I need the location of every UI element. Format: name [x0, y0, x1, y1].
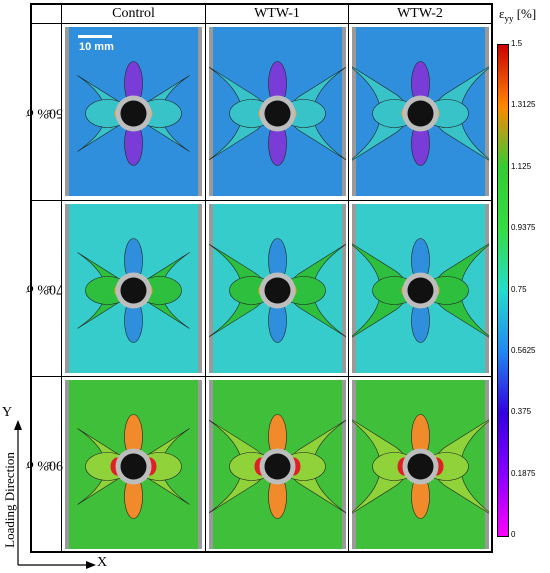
column-header-wtw-2: WTW-2 — [397, 6, 443, 21]
strain-panel — [65, 27, 202, 196]
scale-bar — [78, 35, 112, 38]
grid-line — [30, 3, 492, 5]
colorbar-tick-label: 1.3125 — [511, 100, 536, 110]
column-header-wtw-1: WTW-1 — [254, 6, 300, 21]
colorbar-tick-label: 0.1875 — [511, 468, 536, 478]
strain-panel — [209, 27, 346, 196]
strain-panel — [209, 204, 346, 373]
colorbar — [497, 44, 509, 537]
colorbar-tick-label: 0.9375 — [511, 223, 536, 233]
scale-bar-label: 10 mm — [79, 41, 114, 53]
strain-panel — [352, 204, 489, 373]
colorbar-tick-label: 0.375 — [511, 407, 532, 417]
colorbar-tick-label: 0.75 — [511, 284, 527, 294]
grid-line — [348, 3, 349, 553]
grid-line — [30, 376, 492, 377]
colorbar-tick-label: 1.5 — [511, 39, 523, 48]
strain-panel — [352, 380, 489, 549]
colorbar-title: εyy [%] — [499, 6, 537, 24]
strain-panel — [65, 204, 202, 373]
strain-panel — [352, 27, 489, 196]
colorbar-tick-label: 1.125 — [511, 161, 532, 171]
grid-line — [30, 3, 32, 553]
grid-line — [61, 3, 62, 553]
grid-line — [205, 3, 206, 553]
axis-x-label: X — [97, 555, 108, 570]
grid-line — [491, 3, 493, 553]
colorbar-tick-label: 0.5625 — [511, 345, 536, 355]
strain-panel — [65, 380, 202, 549]
grid-line — [30, 551, 492, 553]
strain-panel — [209, 380, 346, 549]
colorbar-tick-label: 0 — [511, 530, 516, 539]
grid-line — [30, 23, 492, 24]
axis-y-label: Y — [2, 405, 13, 420]
grid-line — [30, 200, 492, 201]
column-header-control: Control — [112, 6, 155, 21]
